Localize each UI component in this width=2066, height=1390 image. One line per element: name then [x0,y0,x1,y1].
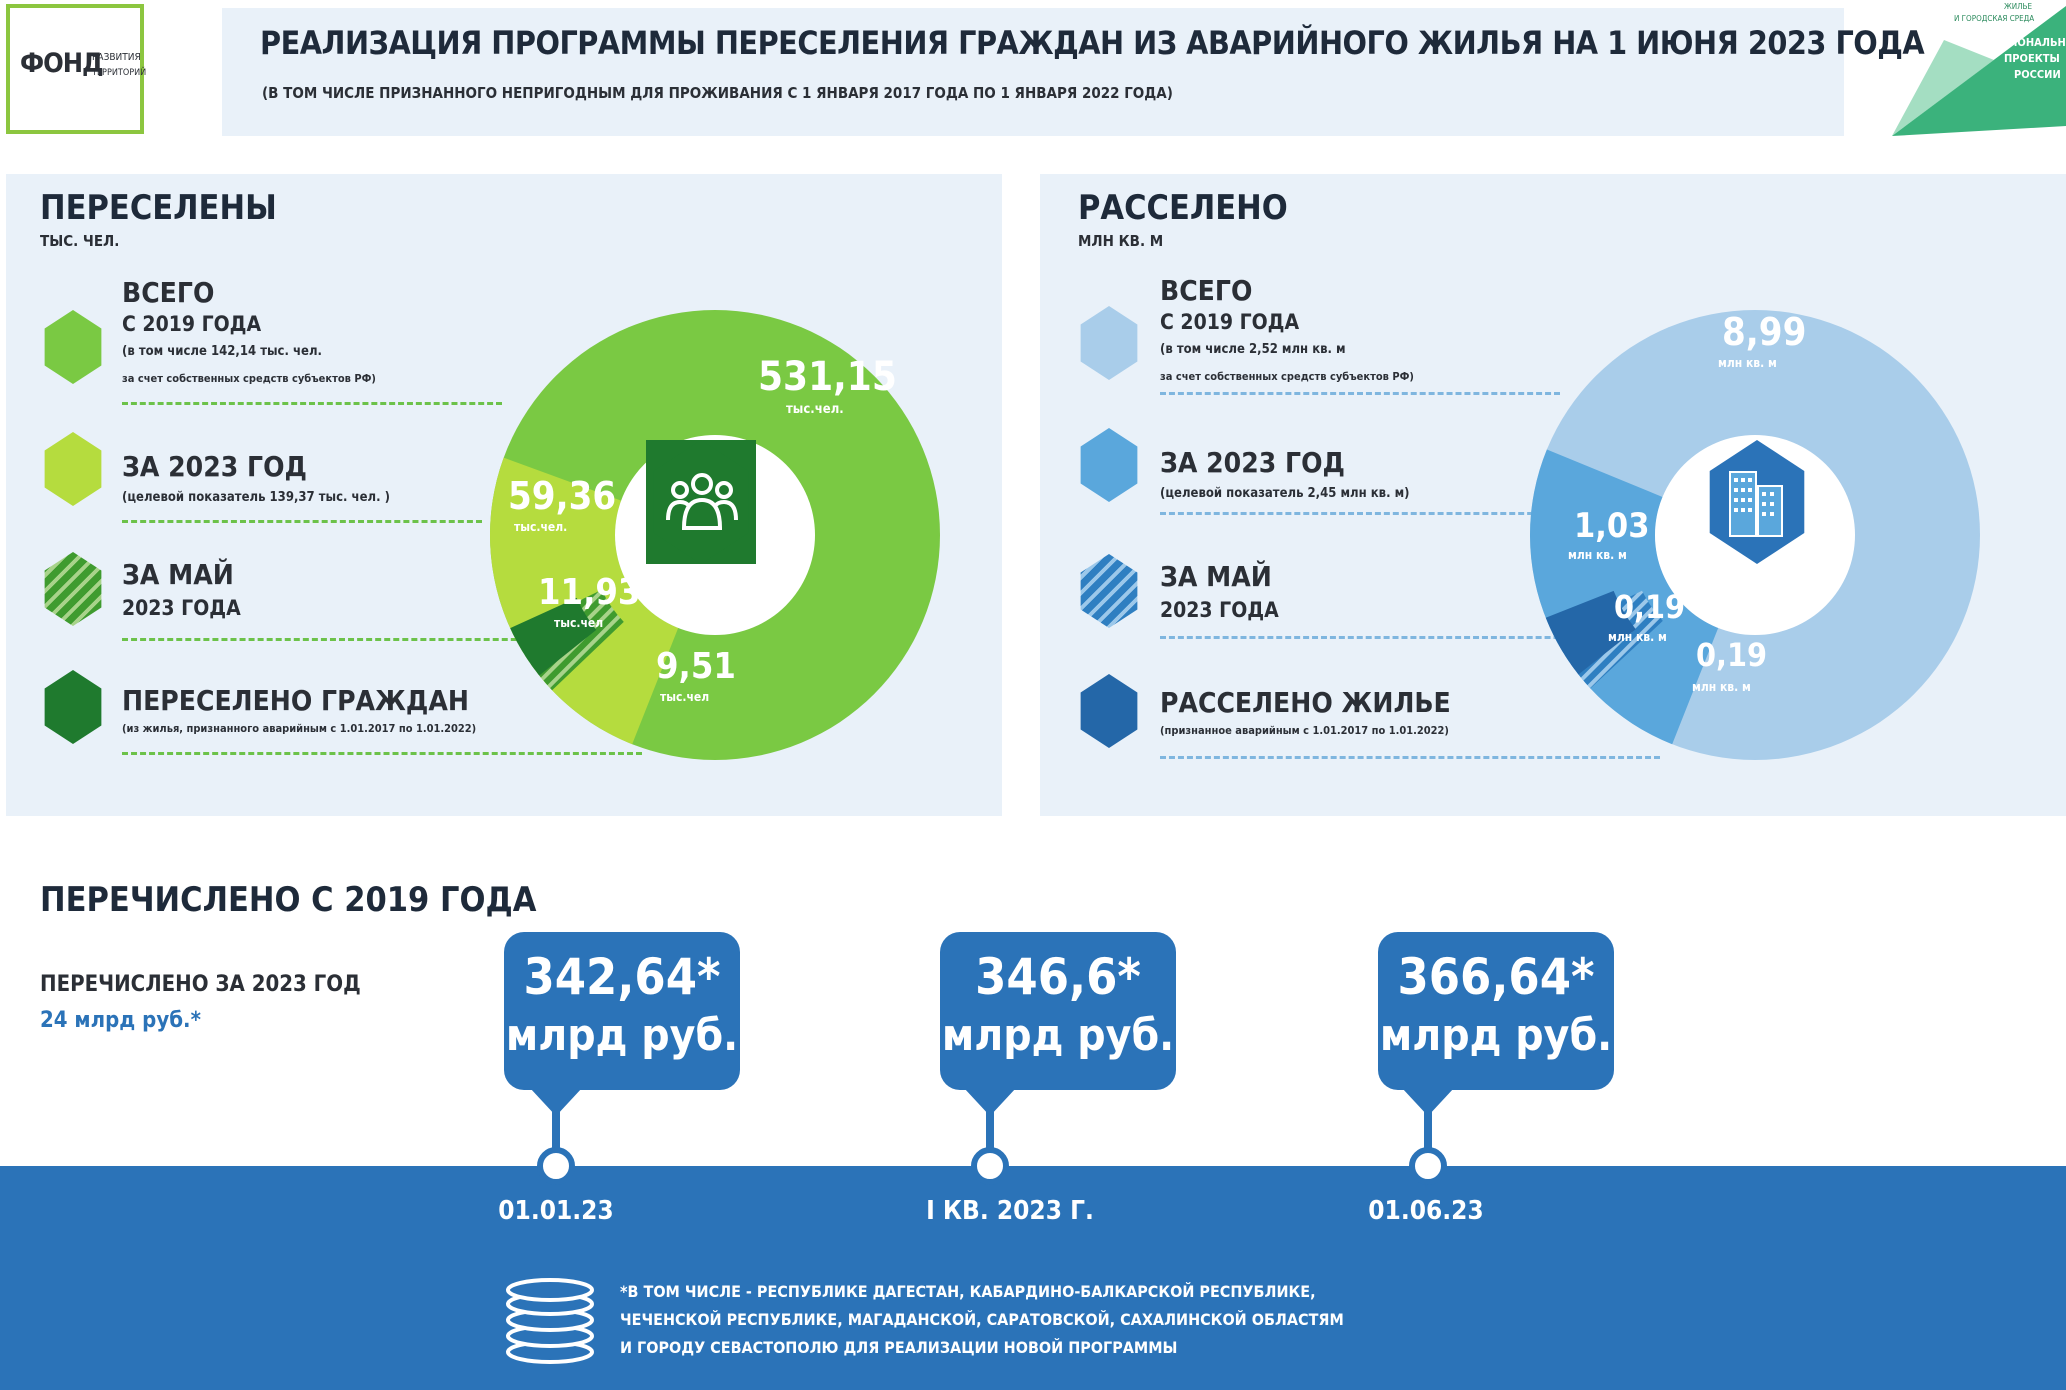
donut-right-label-total-unit: млн кв. м [1718,356,1777,370]
np-line3: НАЦИОНАЛЬНЫЕ [1984,36,2066,49]
donut-left-label-total-unit: тыс.чел. [786,402,844,417]
donut-slice-resettled [510,597,597,676]
legend-hex-year [44,432,102,506]
np-line1: ЖИЛЬЕ [2004,2,2033,11]
donut-right-label-resettled-value: 0,19 [1696,636,1768,674]
logo-main: ФОНД [20,48,104,79]
building-icon [1729,471,1783,537]
donut-left-label-may-unit: тыс.чел [554,616,604,630]
donut-left-label-may-value: 11,93 [538,572,641,613]
timeline-date-2: 01.06.23 [1368,1196,1484,1226]
callout-unit-2: млрд руб. [1379,1010,1613,1061]
legend-area-may-title: ЗА МАЙ [1160,560,1272,593]
legend-may-line2: 2023 ГОДА [122,596,241,620]
donut-right-label-resettled-unit: млн кв. м [1692,680,1751,694]
timeline-date-0: 01.01.23 [498,1196,614,1226]
np-line4: ПРОЕКТЫ [2004,52,2060,65]
national-projects-emblem-icon [1892,6,2066,136]
donut-left-label-year-unit: тыс.чел. [514,520,568,534]
legend-hex-total [44,310,102,384]
legend-year-title: ЗА 2023 ГОД [122,450,307,483]
legend-area-year-note1: (целевой показатель 2,45 млн кв. м) [1160,486,1410,501]
transfers-year-value: 24 млрд руб.* [40,1008,201,1033]
left-panel-title: ПЕРЕСЕЛЕНЫ [40,188,277,228]
right-panel-title: РАССЕЛЕНО [1078,188,1288,228]
legend-total-line2: С 2019 ГОДА [122,312,262,336]
leader-resettled [122,752,642,755]
np-line2: И ГОРОДСКАЯ СРЕДА [1954,14,2035,23]
header-band [222,8,1844,136]
donut-right-label-may-value: 0,19 [1614,588,1686,626]
legend-total-title: ВСЕГО [122,276,215,309]
callout-box-1 [940,932,1176,1090]
legend-resettled-note1: (из жилья, признанного аварийным с 1.01.… [122,722,477,735]
donut-right-label-total-value: 8,99 [1722,310,1807,354]
transfers-title: ПЕРЕЧИСЛЕНО С 2019 ГОДА [40,880,537,920]
left-panel-unit: ТЫС. ЧЕЛ. [40,232,120,250]
legend-year-note1: (целевой показатель 139,37 тыс. чел. ) [122,490,390,505]
legend-area-resettled-note1: (признанное аварийным с 1.01.2017 по 1.0… [1160,724,1449,737]
timeline-stem-2 [1424,1080,1432,1166]
callout-value-1: 346,6* [975,948,1141,1006]
callout-box-2 [1378,932,1614,1090]
callout-pointer-2 [1402,1088,1454,1116]
legend-area-resettled-title: РАССЕЛЕНО ЖИЛЬЕ [1160,686,1451,719]
donut-left-label-resettled-unit: тыс.чел [660,690,710,704]
callout-box-0 [504,932,740,1090]
footnote-line1: *В ТОМ ЧИСЛЕ - РЕСПУБЛИКЕ ДАГЕСТАН, КАБА… [620,1282,1316,1301]
donut-left-label-resettled-value: 9,51 [656,646,736,687]
legend-area-total-title: ВСЕГО [1160,274,1253,307]
donut-right-label-year-unit: млн кв. м [1568,548,1627,562]
callout-value-0: 342,64* [523,948,721,1006]
page-title: РЕАЛИЗАЦИЯ ПРОГРАММЫ ПЕРЕСЕЛЕНИЯ ГРАЖДАН… [260,24,1925,62]
leader-total [122,402,502,405]
callout-value-2: 366,64* [1397,948,1595,1006]
donut-right-label-year-value: 1,03 [1574,506,1650,546]
right-panel-unit: МЛН КВ. М [1078,232,1164,250]
leader-year [122,520,482,523]
leader-area-may [1160,636,1640,639]
legend-total-note2: за счет собственных средств субъектов РФ… [122,372,376,385]
legend-may-title: ЗА МАЙ [122,558,234,591]
people-group-icon [666,473,738,530]
logo-sub2: ТЕРРИТОРИЙ [92,68,147,78]
transfers-year-label: ПЕРЕЧИСЛЕНО ЗА 2023 ГОД [40,972,361,997]
legend-area-year-title: ЗА 2023 ГОД [1160,446,1345,479]
legend-area-may-line2: 2023 ГОДА [1160,598,1279,622]
legend-area-total-note2: за счет собственных средств субъектов РФ… [1160,370,1414,383]
callout-pointer-1 [964,1088,1016,1116]
timeline-marker-0 [537,1147,575,1185]
coins-icon [506,1278,594,1364]
timeline-date-1: I КВ. 2023 Г. [926,1196,1094,1226]
timeline-marker-2 [1409,1147,1447,1185]
donut-left-label-year-value: 59,36 [508,474,617,518]
donut-left-label-total-value: 531,15 [758,354,897,400]
legend-total-note1: (в том числе 142,14 тыс. чел. [122,344,322,359]
callout-pointer-0 [530,1088,582,1116]
national-projects-logo: ЖИЛЬЕ И ГОРОДСКАЯ СРЕДА НАЦИОНАЛЬНЫЕ ПРО… [1884,0,2066,136]
leader-area-total [1160,392,1560,395]
callout-unit-1: млрд руб. [941,1010,1175,1061]
timeline-stem-1 [986,1080,994,1166]
timeline-marker-1 [971,1147,1009,1185]
legend-area-total-note1: (в том числе 2,52 млн кв. м [1160,342,1346,357]
timeline-stem-0 [552,1080,560,1166]
footnote-line3: И ГОРОДУ СЕВАСТОПОЛЮ ДЛЯ РЕАЛИЗАЦИИ НОВО… [620,1338,1178,1357]
callout-unit-0: млрд руб. [505,1010,739,1061]
leader-area-resettled [1160,756,1660,759]
legend-resettled-title: ПЕРЕСЕЛЕНО ГРАЖДАН [122,684,469,717]
leader-area-year [1160,512,1560,515]
footnote-line2: ЧЕЧЕНСКОЙ РЕСПУБЛИКЕ, МАГАДАНСКОЙ, САРАТ… [620,1310,1344,1329]
donut-slice-resettled [1545,590,1636,675]
legend-area-total-line2: С 2019 ГОДА [1160,310,1300,334]
leader-may [122,638,562,641]
donut-right-label-may-unit: млн кв. м [1608,630,1667,644]
page-subtitle: (В ТОМ ЧИСЛЕ ПРИЗНАННОГО НЕПРИГОДНЫМ ДЛЯ… [262,84,1173,102]
fond-logo: ФОНД РАЗВИТИЯ ТЕРРИТОРИЙ [6,4,147,134]
logo-sub1: РАЗВИТИЯ [92,52,141,63]
timeline-chart [530,1080,1454,1185]
timeline-band [0,1166,2066,1390]
np-line5: РОССИИ [2014,68,2061,81]
